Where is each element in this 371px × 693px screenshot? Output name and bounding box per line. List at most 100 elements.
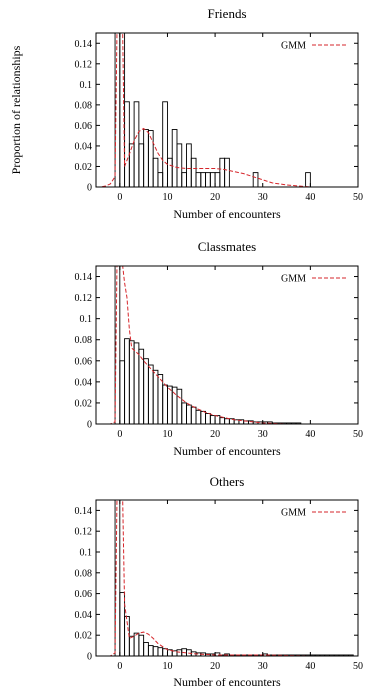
histogram-bar [176, 649, 183, 656]
x-tick-label: 10 [162, 192, 172, 203]
histogram-bar [219, 417, 226, 424]
x-tick-label: 30 [258, 661, 268, 672]
histogram-bar [214, 415, 221, 424]
gmm-curve [96, 33, 358, 187]
histogram-bar [147, 645, 154, 656]
chart-panel-1: Friends Proportion of relationships 0 0.02 0… [9, 6, 363, 221]
histogram-bar [138, 348, 145, 424]
chart-title: Classmates [198, 239, 257, 254]
histogram-bar [200, 172, 207, 187]
y-tick-label: 0.12 [75, 59, 93, 70]
x-axis-label: Number of encounters [173, 444, 281, 458]
y-tick-label: 0.1 [80, 548, 93, 559]
gmm-curve [96, 500, 358, 656]
legend-label: GMM [281, 508, 306, 519]
y-tick-label: 0.04 [75, 377, 93, 388]
histogram-bar [195, 409, 202, 424]
y-tick-label: 0.06 [75, 121, 93, 132]
histogram-bar [138, 143, 145, 187]
x-tick-label: 0 [117, 192, 122, 203]
x-tick-label: 30 [258, 192, 268, 203]
histogram-bar [224, 157, 230, 187]
x-tick-label: 40 [305, 661, 315, 672]
histogram-bar [157, 374, 164, 424]
histogram-bar [205, 172, 211, 187]
y-tick-label: 0.1 [80, 314, 93, 325]
histogram-bar [119, 592, 126, 656]
histogram-bar [171, 129, 178, 187]
x-tick-label: 30 [258, 429, 268, 440]
histogram-bar [114, 266, 121, 424]
histogram-bar [252, 172, 259, 187]
x-tick-label: 0 [117, 429, 122, 440]
histogram-bar [348, 654, 354, 656]
y-tick-label: 0 [87, 183, 92, 194]
y-tick-label: 0.12 [75, 527, 93, 538]
y-tick-label: 0.08 [75, 335, 93, 346]
histogram-bars [114, 33, 311, 187]
histogram-bar [167, 157, 173, 187]
x-tick-label: 10 [162, 429, 172, 440]
histogram-bar [152, 646, 159, 656]
histogram-bar [181, 172, 187, 187]
histogram-bar [143, 129, 149, 187]
histogram-bars [114, 266, 302, 424]
histogram-bar [143, 642, 149, 656]
histogram-bar [167, 385, 173, 424]
histogram-bar [162, 384, 168, 424]
histogram-bar [124, 101, 130, 187]
x-tick-label: 50 [353, 661, 363, 672]
histogram-bar [176, 388, 183, 424]
x-axis-label: Number of encounters [173, 675, 281, 689]
y-tick-label: 0.04 [75, 141, 93, 152]
histogram-bar [128, 635, 135, 656]
y-tick-label: 0.08 [75, 100, 93, 111]
histogram-bar [162, 101, 168, 187]
histogram-bar [186, 143, 192, 187]
histogram-bar [128, 143, 135, 187]
legend-label: GMM [281, 41, 306, 52]
histogram-bar [171, 650, 178, 656]
histogram-bar [133, 342, 140, 424]
x-axis-label: Number of encounters [173, 207, 281, 221]
histogram-bar [209, 172, 216, 187]
histogram-bar [133, 101, 140, 187]
y-tick-label: 0.14 [75, 272, 93, 283]
histogram-bar [138, 634, 145, 656]
histogram-bar [152, 369, 159, 424]
y-tick-label: 0.02 [75, 631, 93, 642]
x-tick-label: 20 [210, 429, 220, 440]
histogram-bar [186, 404, 192, 424]
x-tick-label: 50 [353, 429, 363, 440]
histogram-bar [157, 172, 164, 187]
legend: GMM [281, 508, 346, 519]
histogram-bars [114, 500, 354, 656]
y-tick-label: 0.06 [75, 356, 93, 367]
plot-frame [95, 32, 359, 188]
y-tick-label: 0 [87, 420, 92, 431]
x-tick-label: 0 [117, 661, 122, 672]
plot-frame [95, 265, 359, 425]
y-tick-label: 0.14 [75, 39, 93, 50]
legend-label: GMM [281, 274, 306, 285]
y-tick-label: 0.06 [75, 589, 93, 600]
histogram-bar [181, 402, 187, 424]
x-tick-label: 20 [210, 192, 220, 203]
histogram-bar [114, 500, 121, 656]
y-tick-label: 0.12 [75, 293, 93, 304]
histogram-bar [143, 358, 149, 424]
chart-title: Others [210, 474, 245, 489]
histogram-bar [147, 130, 154, 187]
y-tick-label: 0.04 [75, 610, 93, 621]
histogram-bar [152, 157, 159, 187]
histogram-bar [214, 172, 221, 187]
histogram-bar [190, 157, 197, 187]
histogram-bar [157, 647, 164, 656]
plot-frame [95, 499, 359, 657]
y-axis-label: Proportion of relationships [9, 45, 23, 174]
histogram-bar [209, 415, 216, 424]
y-tick-label: 0.08 [75, 568, 93, 579]
histogram-bar [128, 340, 135, 424]
gmm-curve [96, 266, 358, 424]
